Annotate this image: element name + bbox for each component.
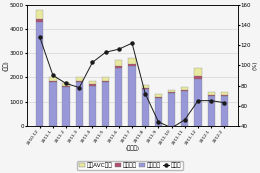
Bar	[49, 81, 57, 82]
Bar	[115, 61, 122, 66]
Bar	[89, 81, 96, 84]
Bar	[221, 96, 228, 126]
Bar	[142, 89, 149, 126]
Bar	[49, 78, 57, 81]
Bar	[194, 76, 202, 79]
Bar	[181, 90, 188, 91]
X-axis label: (年・月): (年・月)	[125, 146, 139, 151]
Bar	[207, 96, 215, 126]
Bar	[128, 66, 136, 126]
Bar	[181, 91, 188, 126]
Bar	[221, 92, 228, 95]
Bar	[89, 86, 96, 126]
Bar	[155, 98, 162, 126]
Bar	[115, 67, 122, 126]
Bar	[155, 97, 162, 98]
Bar	[49, 82, 57, 126]
Bar	[194, 68, 202, 76]
Bar	[207, 95, 215, 96]
Bar	[168, 90, 175, 92]
Bar	[168, 92, 175, 93]
Bar	[36, 19, 43, 22]
Bar	[62, 86, 70, 88]
Bar	[36, 22, 43, 126]
Bar	[142, 85, 149, 88]
Y-axis label: (%): (%)	[252, 61, 257, 70]
Bar	[207, 92, 215, 95]
Bar	[115, 66, 122, 67]
Bar	[102, 78, 109, 81]
Y-axis label: (億円): (億円)	[3, 60, 8, 71]
Legend: カーAVC販路, 音声販路, 薄型販路, 対前比: カーAVC販路, 音声販路, 薄型販路, 対前比	[77, 161, 183, 170]
Bar	[36, 10, 43, 19]
Bar	[128, 58, 136, 64]
Bar	[62, 84, 70, 86]
Bar	[194, 79, 202, 126]
Bar	[155, 94, 162, 97]
Bar	[128, 64, 136, 66]
Bar	[102, 82, 109, 126]
Bar	[102, 81, 109, 82]
Bar	[221, 95, 228, 96]
Bar	[76, 82, 83, 126]
Bar	[168, 93, 175, 126]
Bar	[142, 88, 149, 89]
Bar	[89, 84, 96, 86]
Bar	[76, 81, 83, 82]
Bar	[181, 87, 188, 90]
Bar	[76, 78, 83, 81]
Bar	[62, 88, 70, 126]
